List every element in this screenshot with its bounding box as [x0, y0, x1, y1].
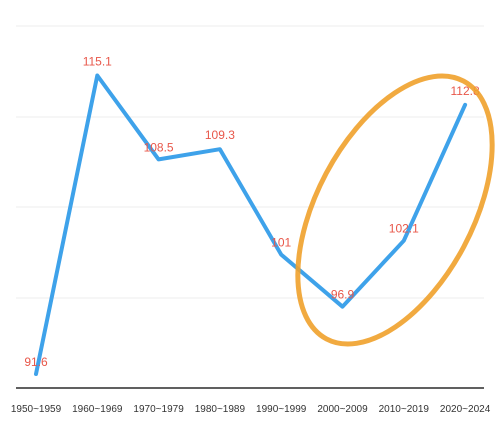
data-label: 109.3: [205, 128, 235, 142]
data-label: 96.9: [331, 288, 355, 302]
data-label: 101: [271, 236, 291, 250]
highlight-ellipse: [295, 73, 495, 347]
x-tick-label: 1990~1999: [256, 404, 307, 415]
data-label: 91.6: [24, 355, 48, 369]
data-label: 115.1: [83, 55, 112, 69]
x-tick-label: 1980~1989: [195, 404, 246, 415]
x-tick-label: 1960~1969: [72, 404, 123, 415]
x-tick-label: 2000~2009: [317, 404, 368, 415]
gridlines: [16, 25, 484, 299]
series-line: [34, 73, 468, 376]
data-label: 108.5: [144, 140, 174, 154]
data-label: 102.1: [389, 222, 419, 236]
x-tick-label: 1950~1959: [11, 404, 62, 415]
x-tick-label: 2020~2024: [440, 404, 491, 415]
x-tick-labels: 1950~1959 1960~1969 1970~1979 1980~1989 1990…: [11, 404, 491, 415]
x-tick-label: 2010~2019: [379, 404, 430, 415]
x-tick-label: 1970~1979: [133, 404, 184, 415]
